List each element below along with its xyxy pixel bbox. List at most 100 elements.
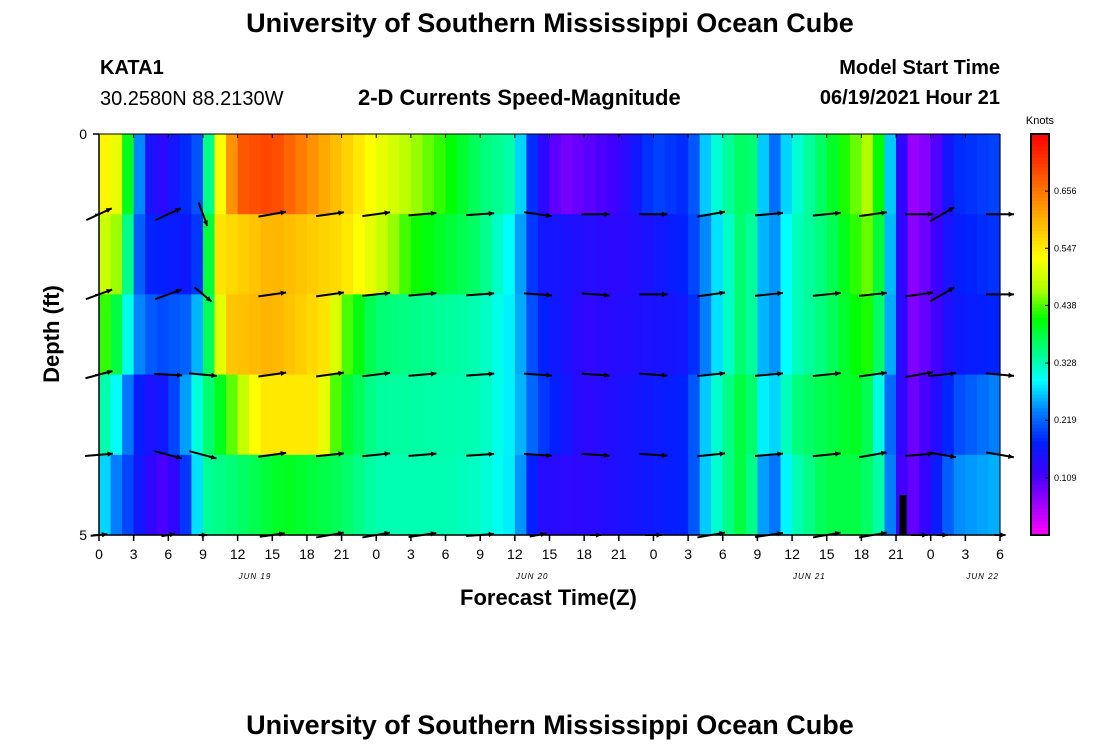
heatmap-cell xyxy=(745,134,759,215)
heatmap-cell xyxy=(341,294,354,376)
current-vector-arrow xyxy=(858,450,887,459)
heatmap-cell xyxy=(156,454,169,536)
colorbar-segment xyxy=(1031,184,1049,188)
colorbar-tick-label: 0.656 xyxy=(1054,186,1077,196)
colorbar-segment xyxy=(1031,327,1049,332)
heatmap-cell xyxy=(919,294,932,376)
heatmap-cell xyxy=(260,134,273,215)
heatmap-cell xyxy=(122,294,135,376)
vector-head xyxy=(338,290,344,296)
heatmap-cell xyxy=(237,374,250,456)
heatmap-cell xyxy=(976,454,990,536)
colorbar-segment xyxy=(1031,301,1049,305)
heatmap-cell xyxy=(422,454,435,536)
heatmap-cell xyxy=(399,134,412,215)
heatmap-cell xyxy=(665,214,678,295)
colorbar-tick-label: 0.109 xyxy=(1054,473,1077,483)
heatmap-cell xyxy=(341,214,354,295)
heatmap-cell xyxy=(607,294,620,376)
page-title: University of Southern Mississippi Ocean… xyxy=(246,8,854,38)
heatmap-cell xyxy=(607,374,620,456)
colorbar-segment xyxy=(1031,471,1049,476)
heatmap-cell xyxy=(768,134,782,215)
heatmap-cell xyxy=(399,374,412,456)
current-vector-arrow xyxy=(188,372,217,378)
vector-head xyxy=(280,290,287,296)
colorbar-segment xyxy=(1031,197,1049,202)
heatmap-cell xyxy=(711,134,724,215)
chart-subtitle: 2-D Currents Speed-Magnitude xyxy=(358,85,681,110)
colorbar-segment xyxy=(1031,257,1049,262)
heatmap-cell xyxy=(872,134,886,215)
heatmap-cell xyxy=(745,294,759,376)
heatmap-cell xyxy=(526,214,539,295)
heatmap-cell xyxy=(942,134,955,215)
heatmap-cell xyxy=(226,214,239,295)
heatmap-cell xyxy=(688,214,701,295)
heatmap-cell xyxy=(953,214,966,295)
colorbar-segment xyxy=(1031,170,1049,175)
colorbar-segment xyxy=(1031,377,1049,382)
current-vector-arrow xyxy=(258,290,287,298)
heatmap-cell xyxy=(249,374,262,456)
vector-head xyxy=(881,370,887,376)
colorbar-segment xyxy=(1031,147,1049,152)
colorbar-segment xyxy=(1031,267,1049,272)
heatmap-cell xyxy=(457,294,470,376)
heatmap-cell xyxy=(572,294,585,376)
colorbar-segment xyxy=(1031,491,1049,496)
heatmap-cell xyxy=(942,374,955,456)
vector-head xyxy=(107,451,113,457)
heatmap-cell xyxy=(711,294,724,376)
current-vector-arrow xyxy=(929,206,955,223)
vector-head xyxy=(950,453,957,459)
x-tick-label: 12 xyxy=(784,546,800,562)
heatmap-cell xyxy=(861,374,874,456)
heatmap-cell xyxy=(688,454,701,536)
heatmap-cell xyxy=(457,454,470,536)
colorbar-segment xyxy=(1031,281,1049,285)
heatmap-cell xyxy=(133,214,146,295)
colorbar-segment xyxy=(1031,160,1049,165)
heatmap-cell xyxy=(191,374,204,456)
heatmap-cell xyxy=(272,214,285,295)
colorbar-segment xyxy=(1031,391,1049,396)
vector-head xyxy=(777,371,783,377)
current-vector-arrow xyxy=(408,210,437,217)
current-vector-arrow xyxy=(466,451,495,457)
vector-head xyxy=(488,210,495,217)
heatmap-cell xyxy=(330,134,343,215)
heatmap-cell xyxy=(364,214,377,295)
vector-head xyxy=(661,372,668,378)
heatmap-cell xyxy=(422,214,435,295)
heatmap-cell xyxy=(988,294,1001,376)
heatmap-cell xyxy=(665,374,678,456)
heatmap-cell xyxy=(665,294,678,376)
x-tick-label: 21 xyxy=(334,546,350,562)
vector-head xyxy=(777,210,783,217)
heatmap-cell xyxy=(237,134,250,215)
heatmap-cell xyxy=(988,214,1001,295)
heatmap-cell xyxy=(480,294,493,376)
heatmap-cell xyxy=(260,294,273,376)
colorbar-segment xyxy=(1031,458,1049,462)
x-tick-label: 18 xyxy=(299,546,315,562)
colorbar-segment xyxy=(1031,180,1049,185)
x-tick-label: 9 xyxy=(199,546,207,562)
vector-head xyxy=(430,451,437,457)
x-tick-label: 0 xyxy=(372,546,380,562)
heatmap-cell xyxy=(734,454,747,536)
heatmap-cell xyxy=(145,454,158,536)
heatmap-cell xyxy=(792,374,805,456)
heatmap-cell xyxy=(306,294,320,376)
heatmap-cell xyxy=(376,454,389,536)
colorbar-segment xyxy=(1031,210,1049,215)
colorbar-segment xyxy=(1031,394,1049,399)
vector-head xyxy=(777,451,783,457)
heatmap-cell xyxy=(630,214,643,295)
heatmap-cell xyxy=(260,214,273,295)
vector-head xyxy=(211,372,217,378)
heatmap-cell xyxy=(249,134,262,215)
current-vector-arrow xyxy=(466,371,495,377)
colorbar-segment xyxy=(1031,361,1049,366)
